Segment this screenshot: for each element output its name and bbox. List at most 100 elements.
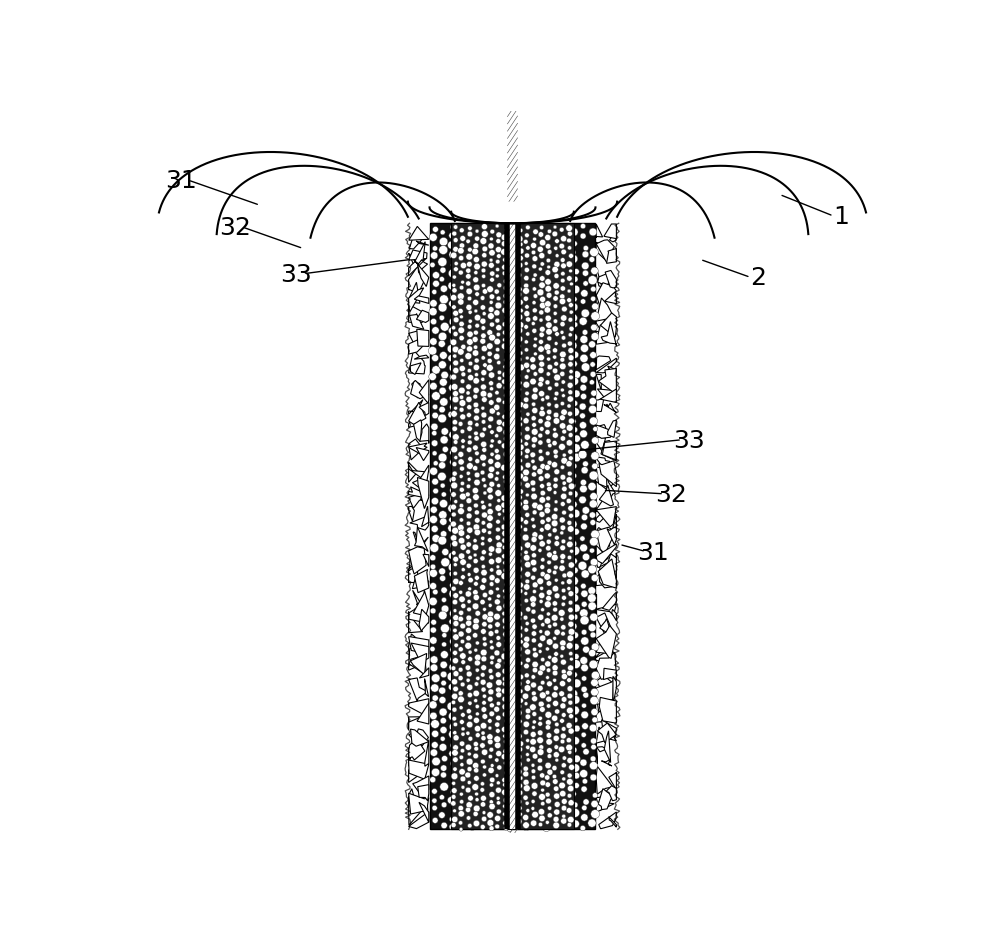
Circle shape	[561, 768, 568, 775]
Circle shape	[591, 744, 596, 750]
Circle shape	[551, 275, 559, 284]
Circle shape	[590, 362, 595, 368]
Circle shape	[517, 417, 522, 422]
Circle shape	[526, 524, 532, 530]
Circle shape	[516, 390, 523, 397]
Circle shape	[496, 782, 505, 792]
Circle shape	[506, 440, 514, 448]
Circle shape	[488, 263, 493, 268]
Circle shape	[523, 329, 529, 334]
Circle shape	[452, 816, 458, 823]
Circle shape	[509, 254, 514, 258]
Circle shape	[533, 238, 537, 241]
Circle shape	[526, 370, 530, 373]
Circle shape	[475, 373, 478, 377]
Polygon shape	[596, 294, 603, 307]
Circle shape	[580, 225, 586, 229]
Circle shape	[543, 806, 550, 812]
Circle shape	[553, 679, 557, 682]
Circle shape	[488, 739, 493, 745]
Circle shape	[538, 382, 543, 388]
Circle shape	[478, 492, 485, 499]
Circle shape	[530, 358, 536, 363]
Circle shape	[591, 643, 599, 651]
Circle shape	[466, 397, 472, 403]
Circle shape	[554, 501, 558, 505]
Circle shape	[544, 421, 551, 428]
Circle shape	[540, 327, 545, 332]
Circle shape	[468, 666, 474, 671]
Circle shape	[534, 606, 542, 613]
Circle shape	[579, 318, 587, 326]
Circle shape	[572, 605, 580, 612]
Polygon shape	[604, 225, 616, 240]
Circle shape	[473, 365, 479, 372]
Circle shape	[509, 627, 515, 633]
Circle shape	[547, 487, 552, 492]
Circle shape	[479, 746, 486, 753]
Polygon shape	[417, 329, 429, 347]
Circle shape	[485, 517, 494, 525]
Circle shape	[518, 525, 522, 530]
Circle shape	[532, 524, 536, 529]
Circle shape	[451, 795, 456, 799]
Circle shape	[503, 625, 507, 630]
Circle shape	[519, 518, 524, 522]
Circle shape	[452, 397, 459, 403]
Polygon shape	[425, 739, 429, 767]
Circle shape	[473, 257, 479, 263]
Circle shape	[496, 384, 502, 389]
Circle shape	[517, 552, 522, 557]
Circle shape	[562, 777, 566, 781]
Circle shape	[522, 599, 531, 607]
Circle shape	[564, 543, 570, 548]
Circle shape	[465, 808, 471, 812]
Circle shape	[504, 461, 509, 464]
Circle shape	[542, 337, 549, 344]
Circle shape	[467, 252, 473, 258]
Circle shape	[461, 350, 467, 357]
Circle shape	[438, 415, 446, 423]
Circle shape	[467, 325, 472, 329]
Circle shape	[514, 559, 522, 567]
Circle shape	[483, 766, 487, 769]
Circle shape	[461, 373, 466, 377]
Circle shape	[516, 374, 521, 378]
Circle shape	[538, 701, 544, 708]
Circle shape	[567, 708, 573, 714]
Circle shape	[553, 622, 557, 627]
Circle shape	[552, 239, 559, 245]
Circle shape	[458, 632, 464, 637]
Circle shape	[562, 596, 566, 601]
Circle shape	[562, 412, 568, 417]
Circle shape	[487, 590, 493, 596]
Circle shape	[506, 526, 512, 531]
Circle shape	[494, 405, 500, 411]
Circle shape	[477, 726, 484, 733]
Polygon shape	[603, 668, 616, 680]
Circle shape	[440, 532, 447, 537]
Circle shape	[590, 696, 598, 705]
Circle shape	[475, 436, 483, 444]
Circle shape	[490, 764, 494, 768]
Text: 32: 32	[655, 482, 687, 506]
Circle shape	[473, 594, 479, 601]
Circle shape	[514, 285, 523, 295]
Circle shape	[546, 259, 551, 263]
Circle shape	[559, 782, 565, 789]
Circle shape	[553, 286, 559, 292]
Circle shape	[466, 533, 475, 541]
Circle shape	[457, 436, 465, 445]
Circle shape	[567, 526, 574, 533]
Circle shape	[523, 780, 529, 785]
Circle shape	[496, 680, 502, 686]
Circle shape	[481, 736, 486, 741]
Circle shape	[552, 324, 560, 332]
Circle shape	[459, 401, 466, 407]
Polygon shape	[423, 555, 429, 567]
Circle shape	[504, 639, 508, 643]
Circle shape	[510, 392, 514, 397]
Circle shape	[515, 614, 521, 621]
Circle shape	[486, 682, 493, 689]
Circle shape	[531, 473, 537, 477]
